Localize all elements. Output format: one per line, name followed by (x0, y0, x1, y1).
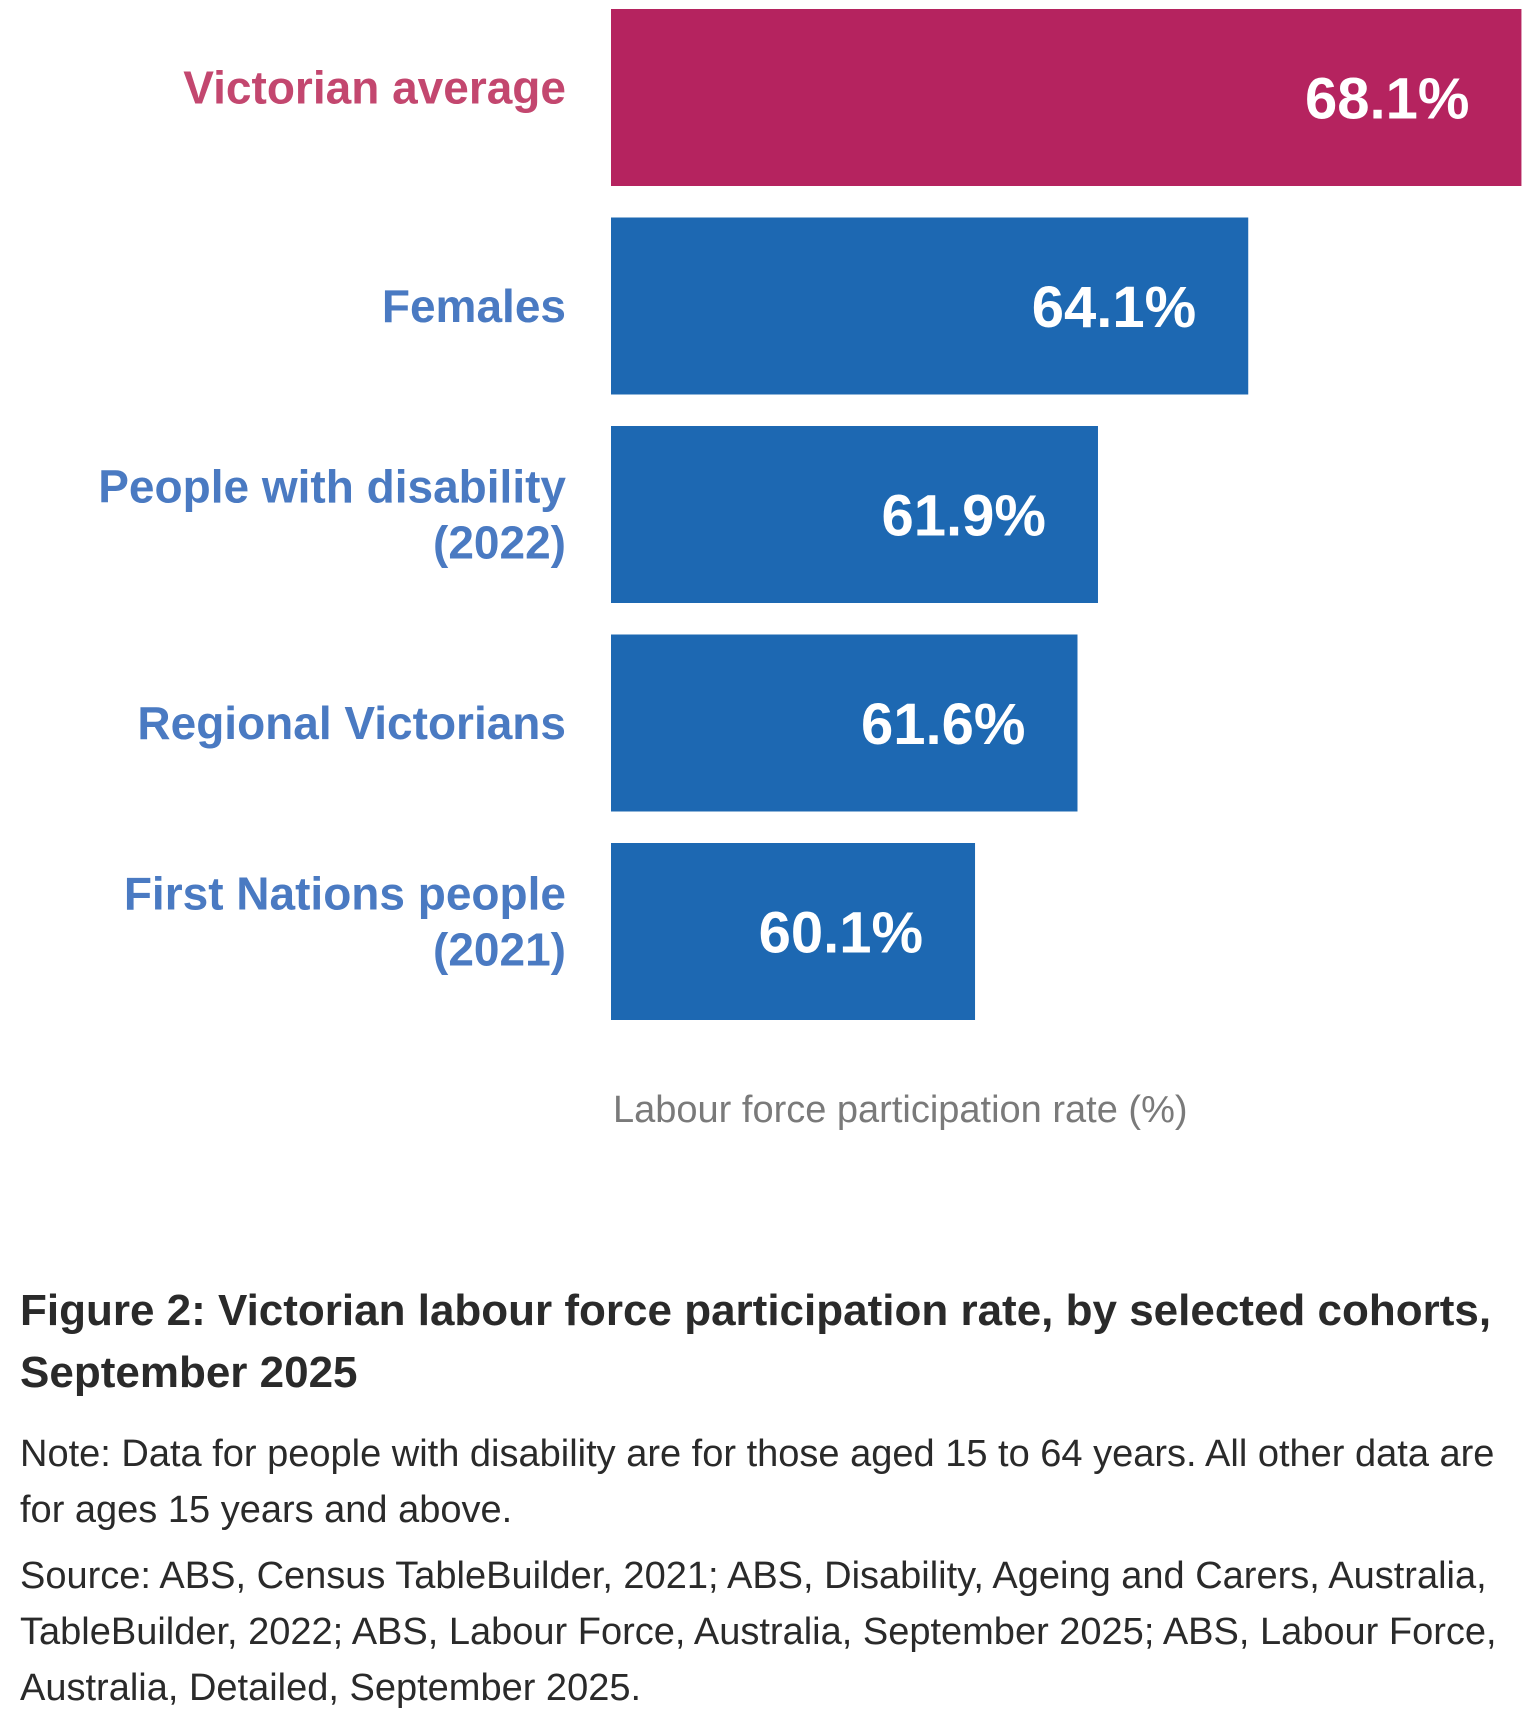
figure-title: Figure 2: Victorian labour force partici… (20, 1286, 1492, 1397)
x-axis-label: Labour force participation rate (%) (613, 1089, 1188, 1131)
bar-chart: 68.1% Victorian average 64.1% Females 61.9% P… (98, 9, 1522, 1131)
category-label: Regional Victorians (137, 697, 566, 749)
category-label: First Nations people (2021) (124, 868, 566, 976)
figure-caption: Figure 2: Victorian labour force partici… (20, 1280, 1520, 1726)
bar (611, 634, 1078, 812)
bar (611, 217, 1249, 395)
data-label: 61.6% (861, 692, 1025, 757)
category-label: Females (382, 280, 566, 332)
data-label: 68.1% (1305, 67, 1469, 132)
bar (611, 9, 1522, 186)
category-label: Victorian average (183, 62, 566, 114)
figure-source: Source: ABS, Census TableBuilder, 2021; … (20, 1555, 1497, 1709)
data-label: 61.9% (882, 484, 1046, 549)
bar (611, 843, 976, 1020)
data-label: 60.1% (759, 901, 923, 966)
category-label: People with disability (2022) (98, 461, 566, 569)
bar (611, 426, 1098, 603)
data-label: 64.1% (1032, 275, 1196, 340)
figure-note: Note: Data for people with disability ar… (20, 1433, 1495, 1531)
